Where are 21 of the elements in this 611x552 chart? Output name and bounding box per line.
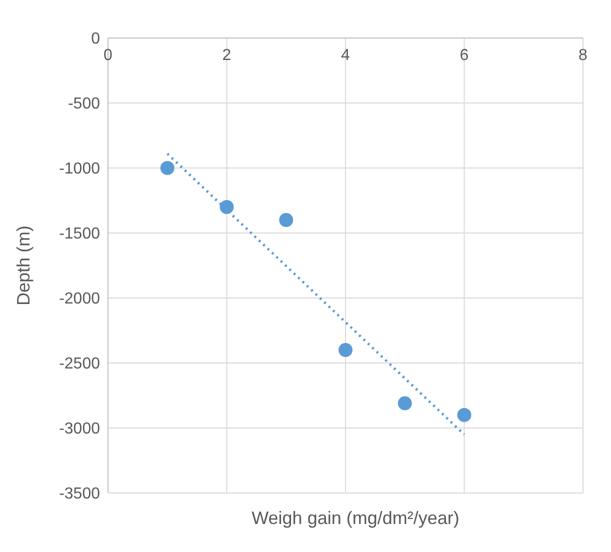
point bbox=[279, 213, 294, 227]
y-tick-label: -1000 bbox=[59, 160, 100, 178]
y-tick-label: 0 bbox=[91, 30, 100, 48]
point bbox=[398, 396, 412, 410]
y-tick-label: -2500 bbox=[59, 356, 100, 373]
y-tick-label: -2000 bbox=[59, 290, 100, 308]
y-tick-label: -3500 bbox=[59, 486, 100, 503]
x-axis-title: Weigh gain (mg/dm²/year) bbox=[250, 508, 460, 529]
y-tick-label: -1500 bbox=[59, 226, 100, 243]
x-tick-label: 0 bbox=[104, 47, 113, 64]
x-tick-label: 8 bbox=[578, 47, 588, 64]
x-tick-label: 2 bbox=[222, 47, 232, 64]
x-tick-label: 6 bbox=[460, 47, 469, 64]
point bbox=[457, 408, 472, 422]
x-tick-label: 4 bbox=[341, 47, 350, 64]
y-tick-label: -3000 bbox=[59, 420, 100, 438]
y-axis-title: Depth (m) bbox=[13, 225, 34, 306]
point bbox=[220, 200, 234, 214]
y-tick-label: -500 bbox=[68, 96, 100, 113]
point bbox=[338, 343, 352, 357]
point bbox=[160, 161, 174, 175]
